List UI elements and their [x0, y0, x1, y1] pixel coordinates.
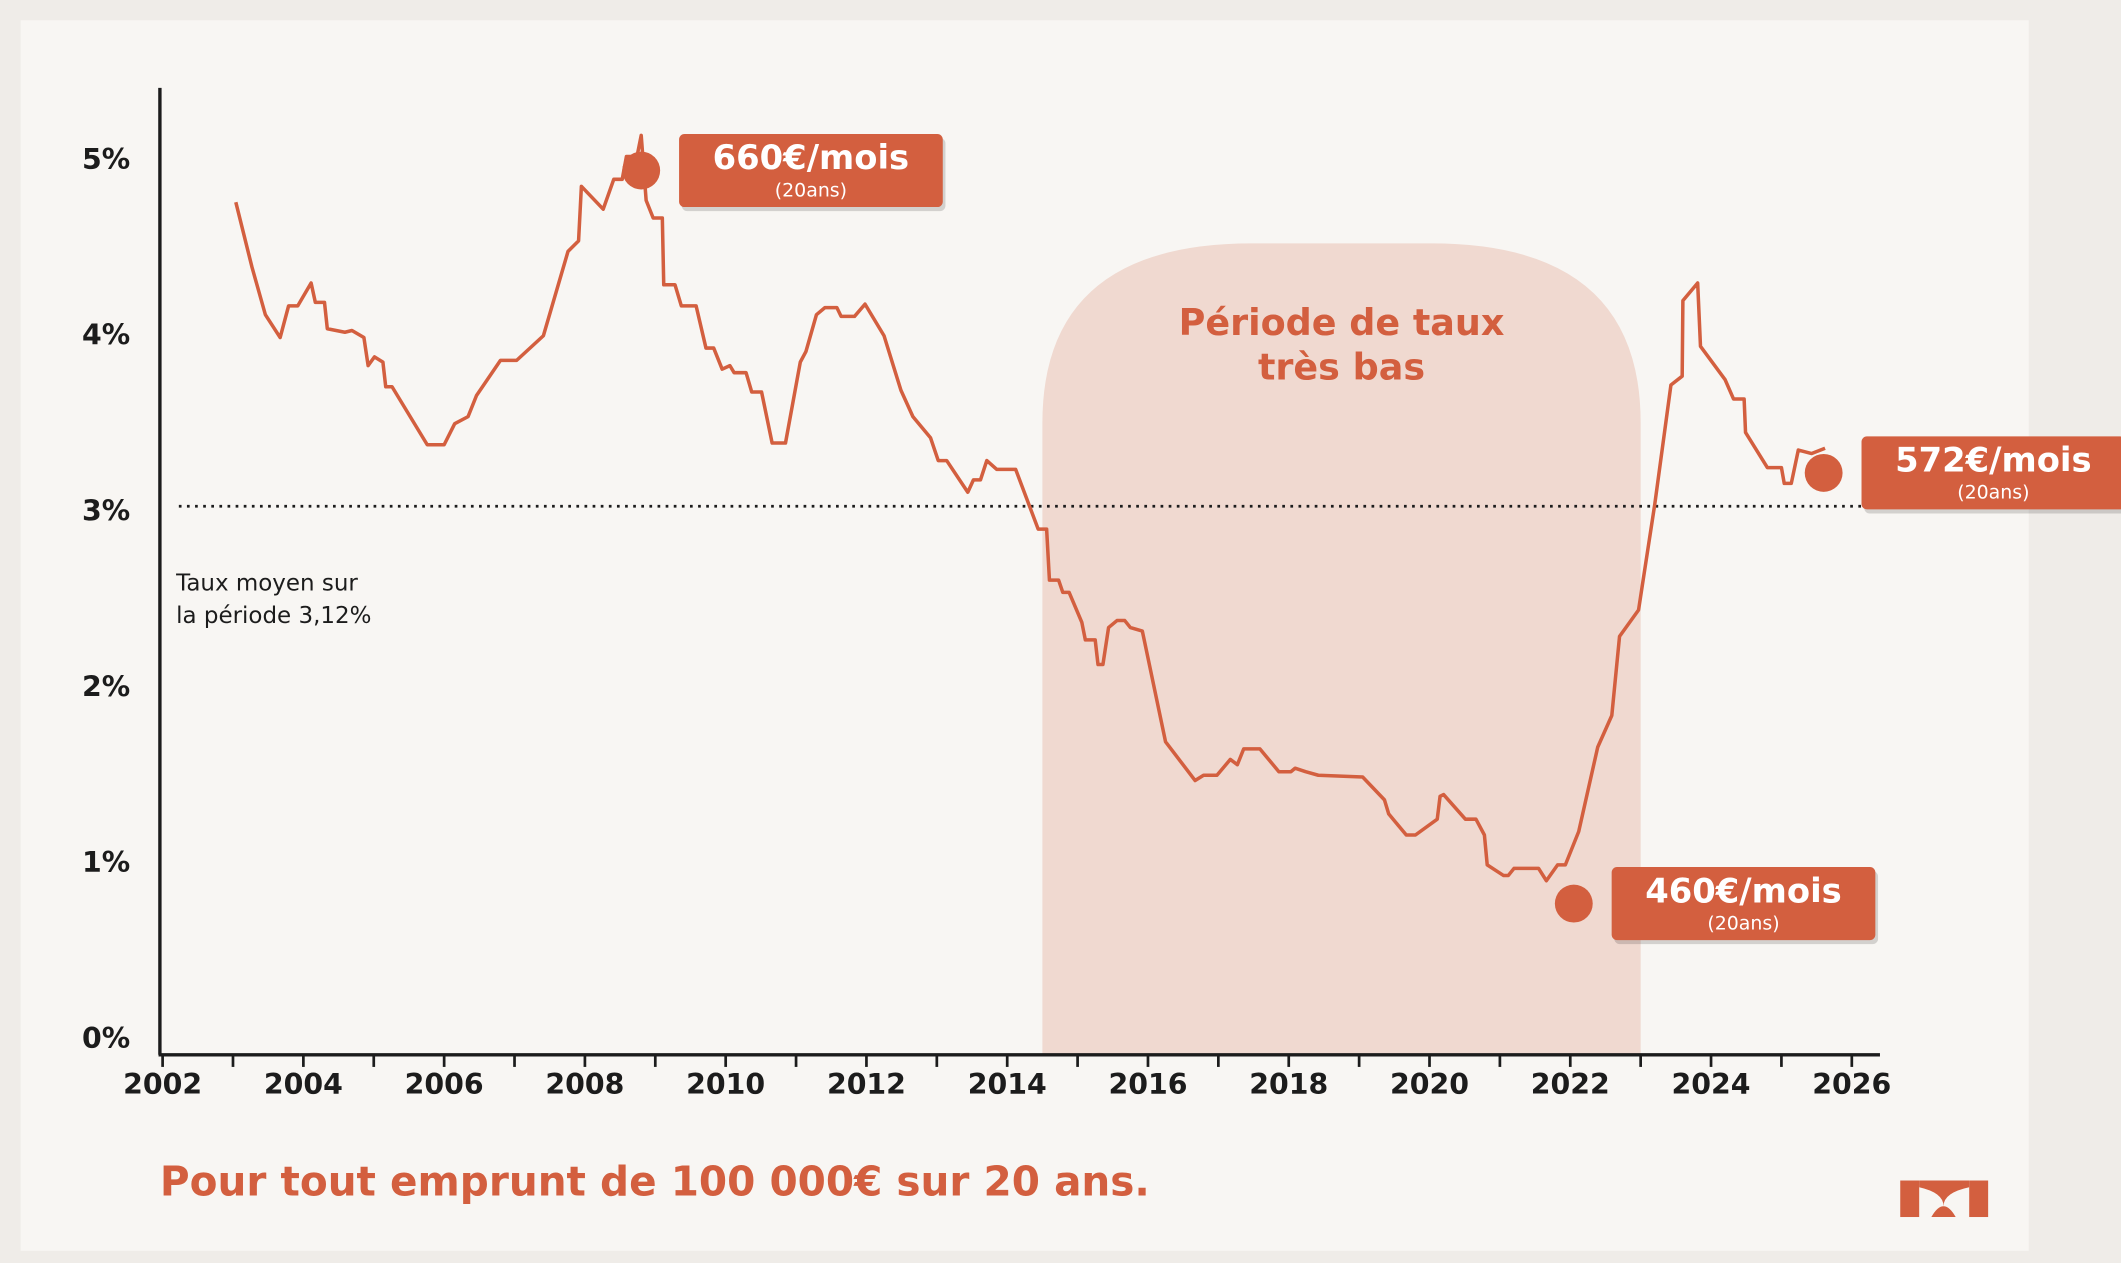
x-tick-label: 2004	[264, 1068, 343, 1101]
callout-box	[1611, 867, 1876, 941]
x-tick-label: 2026	[1812, 1068, 1891, 1101]
x-tick-label: 2008	[545, 1068, 624, 1101]
callout-label: 660€/mois	[713, 138, 910, 177]
x-tick-label: 2020	[1390, 1068, 1469, 1101]
callout-label: 460€/mois	[1645, 871, 1842, 910]
logo	[1900, 1180, 1989, 1218]
x-tick-label: 2002	[123, 1068, 202, 1101]
callout-box	[1861, 436, 2121, 510]
caption: Pour tout emprunt de 100 000€ sur 20 ans…	[160, 1158, 1150, 1206]
callout-sublabel: (20ans)	[1707, 912, 1779, 934]
annotation-marker	[1804, 453, 1843, 492]
card	[20, 20, 2029, 1251]
y-tick-label: 0%	[82, 1022, 130, 1055]
x-tick-label: 2010	[686, 1068, 765, 1101]
x-tick-label: 2012	[827, 1068, 906, 1101]
x-tick-label: 2014	[968, 1068, 1047, 1101]
callout-label: 572€/mois	[1895, 441, 2092, 480]
rate-line	[234, 133, 1826, 883]
y-tick-label: 5%	[82, 143, 130, 176]
callout-box	[679, 134, 943, 208]
low-rate-region	[1042, 243, 1641, 1055]
y-tick-label: 4%	[82, 319, 130, 352]
annotation-marker	[1554, 884, 1593, 923]
y-tick-label: 3%	[82, 495, 130, 528]
x-tick-label: 2024	[1672, 1068, 1751, 1101]
region-label: très bas	[1258, 346, 1425, 389]
callout-sublabel: (20ans)	[1957, 482, 2029, 504]
x-tick-label: 2006	[405, 1068, 484, 1101]
callout-sublabel: (20ans)	[775, 179, 847, 201]
x-tick-label: 2016	[1108, 1068, 1187, 1101]
x-tick-label: 2018	[1249, 1068, 1328, 1101]
annotation-marker	[622, 151, 661, 190]
region-label: Période de taux	[1179, 301, 1505, 344]
average-label: Taux moyen sur	[175, 571, 358, 597]
y-tick-label: 2%	[82, 670, 130, 703]
y-tick-label: 1%	[82, 846, 130, 879]
x-tick-label: 2022	[1531, 1068, 1610, 1101]
average-label: la période 3,12%	[176, 603, 371, 629]
